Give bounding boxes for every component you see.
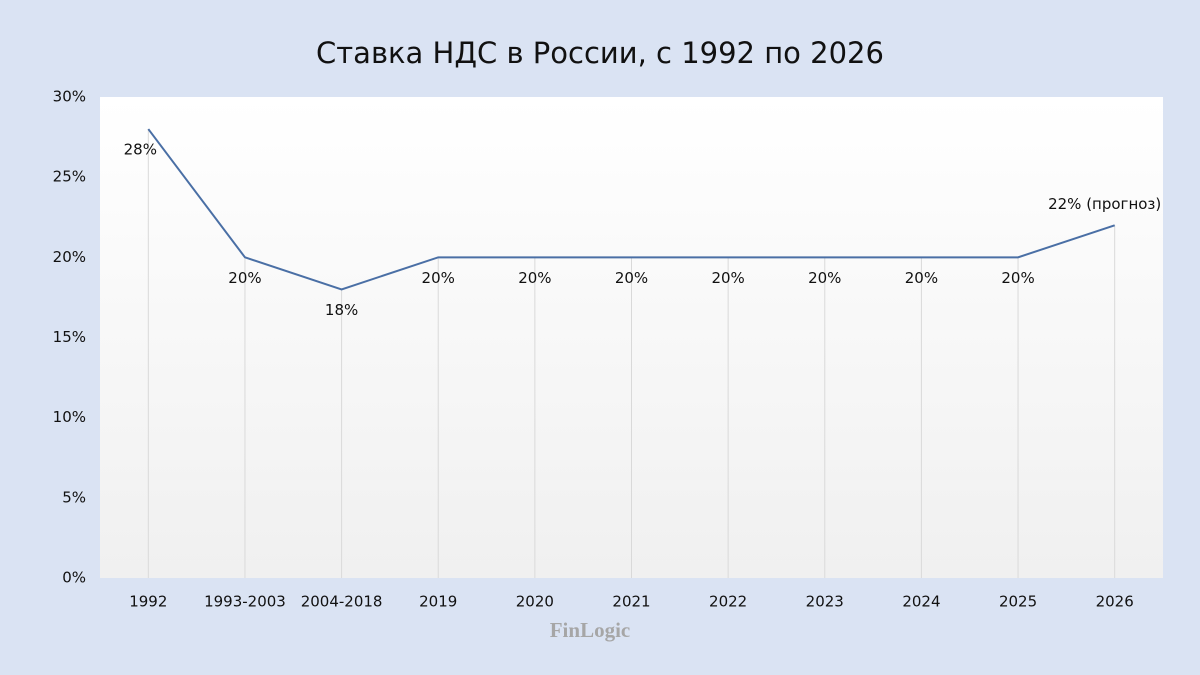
y-tick-label: 15% <box>53 328 86 346</box>
x-tick-label: 2024 <box>902 593 940 611</box>
data-label: 20% <box>711 269 744 287</box>
data-label: 18% <box>325 301 358 319</box>
x-tick-label: 2020 <box>516 593 554 611</box>
x-tick-label: 2023 <box>806 593 844 611</box>
data-label: 22% (прогноз) <box>1048 195 1161 213</box>
x-tick-label: 2022 <box>709 593 747 611</box>
x-tick-label: 2026 <box>1096 593 1134 611</box>
x-tick-label: 2004-2018 <box>301 593 383 611</box>
x-tick-label: 2019 <box>419 593 457 611</box>
chart-title: Ставка НДС в России, с 1992 по 2026 <box>316 36 884 70</box>
data-label: 20% <box>808 269 841 287</box>
x-tick-label: 1993-2003 <box>204 593 286 611</box>
data-label: 28% <box>124 141 157 159</box>
data-label: 20% <box>615 269 648 287</box>
x-tick-label: 1992 <box>129 593 167 611</box>
y-tick-label: 25% <box>53 168 86 186</box>
y-tick-label: 10% <box>53 408 86 426</box>
x-tick-label: 2021 <box>612 593 650 611</box>
line <box>147 128 1115 291</box>
y-tick-label: 30% <box>53 88 86 106</box>
y-tick-label: 5% <box>62 488 86 506</box>
data-label: 20% <box>518 269 551 287</box>
data-label: 20% <box>1001 269 1034 287</box>
data-label: 20% <box>905 269 938 287</box>
data-label: 20% <box>228 269 261 287</box>
watermark: FinLogic <box>550 618 631 642</box>
y-tick-label: 0% <box>62 569 86 587</box>
x-tick-label: 2025 <box>999 593 1037 611</box>
data-label: 20% <box>422 269 455 287</box>
y-tick-label: 20% <box>53 248 86 266</box>
